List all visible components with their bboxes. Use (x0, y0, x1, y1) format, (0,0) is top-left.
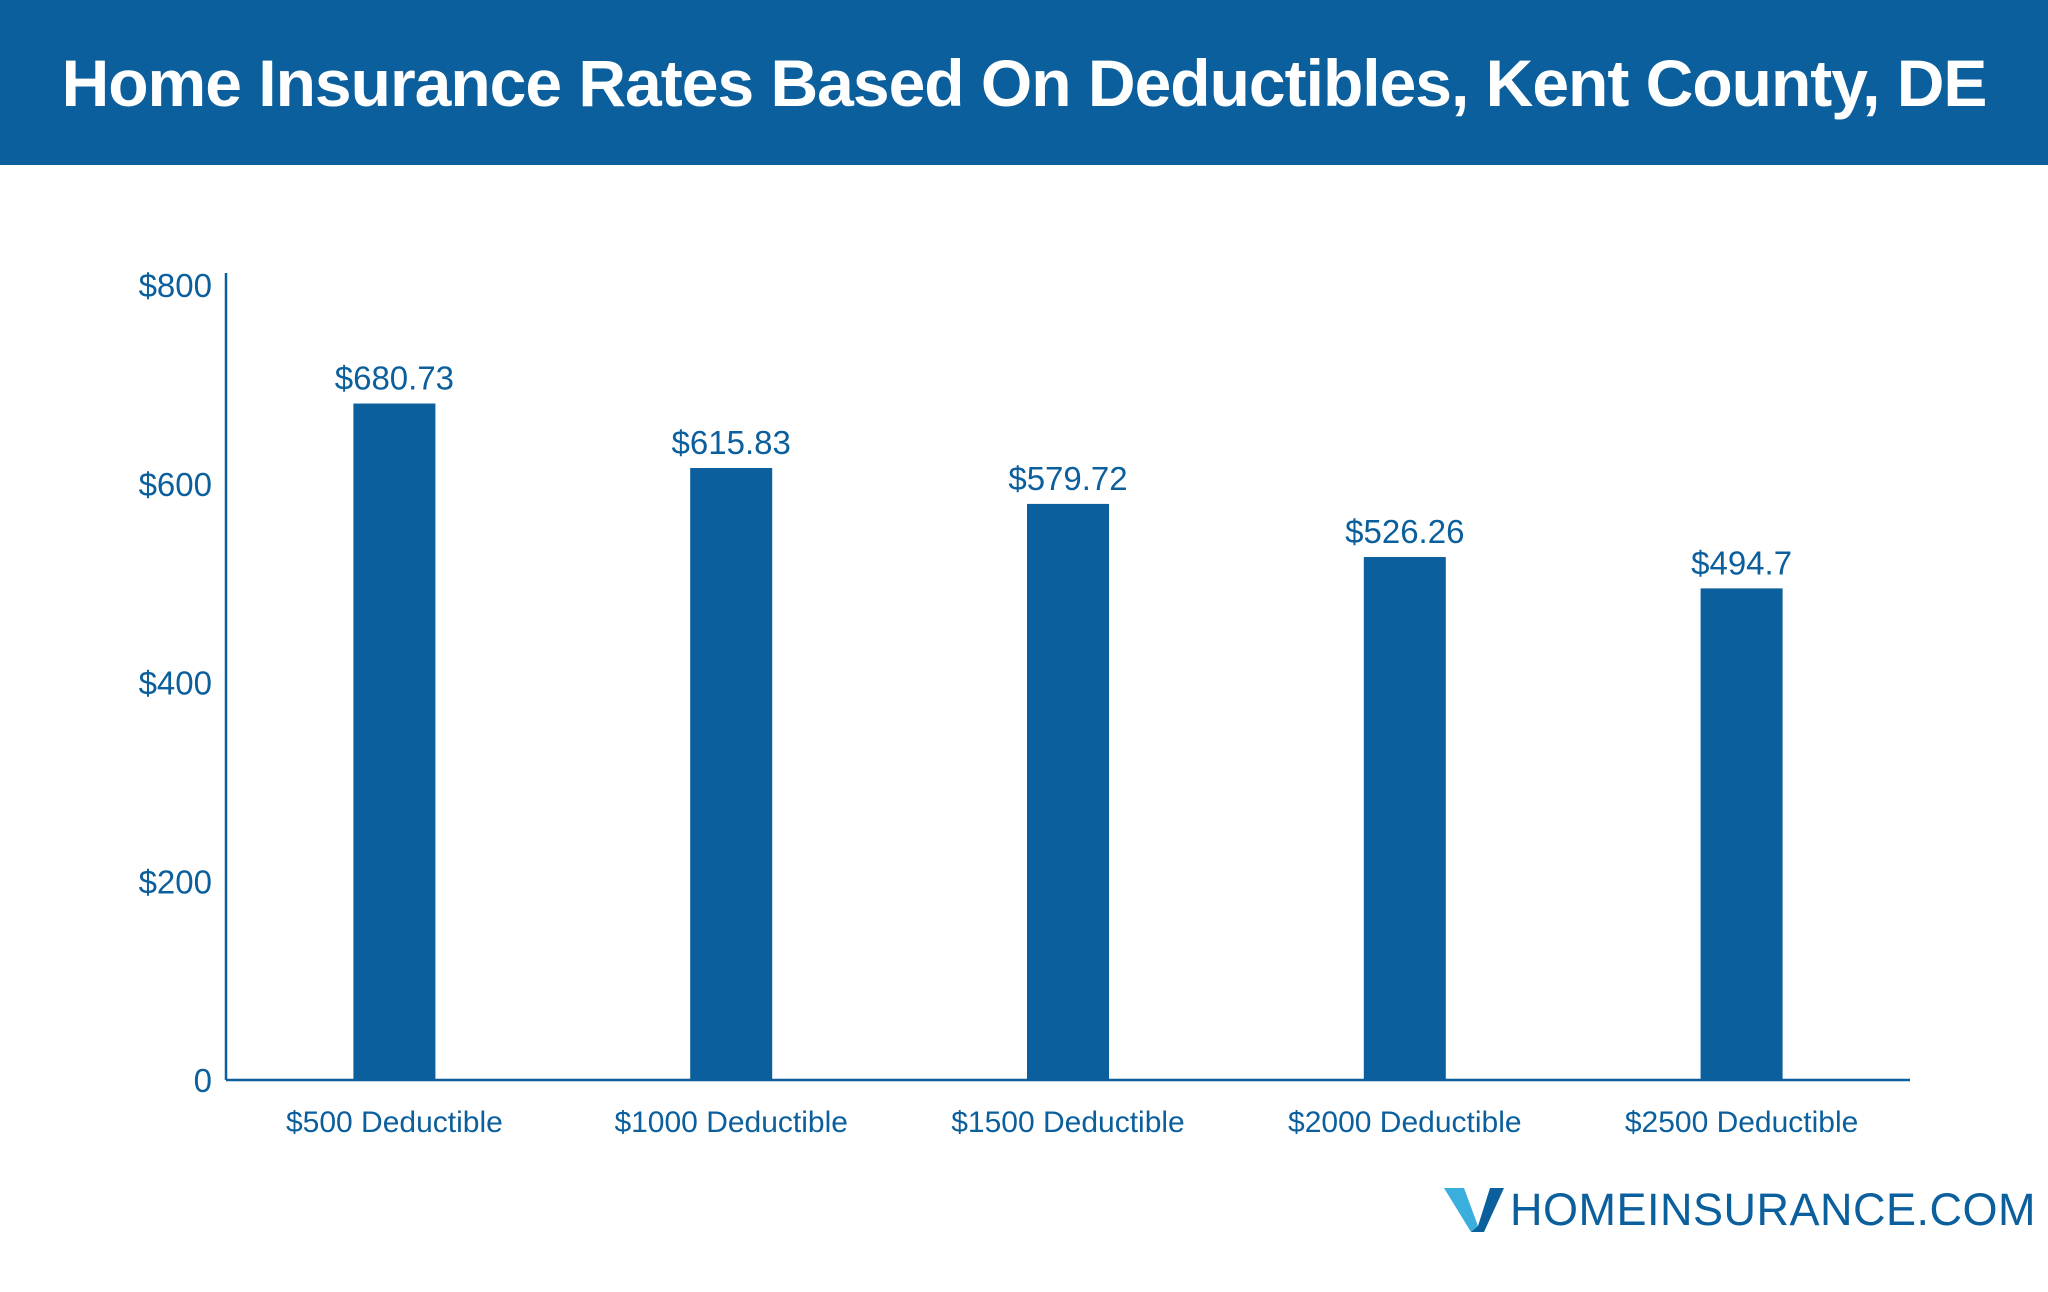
x-tick-label: $1500 Deductible (951, 1106, 1185, 1139)
y-tick-label: $800 (139, 267, 212, 304)
bar (690, 468, 773, 1081)
bar-chart: 0 $200 $400 $600 $800 $680.73 $500 Deductible $… (139, 267, 1910, 1139)
x-tick-label: $1000 Deductible (614, 1106, 848, 1139)
bar (353, 403, 436, 1081)
v-check-logo-icon (1444, 1188, 1504, 1232)
chart-title: Home Insurance Rates Based On Deductible… (61, 45, 1988, 120)
y-tick-label: 0 (194, 1062, 212, 1099)
data-label: $579.72 (1008, 460, 1127, 497)
data-label: $494.7 (1691, 544, 1792, 581)
x-tick-label: $500 Deductible (286, 1106, 503, 1139)
brand-name: HOMEINSURANCE.COM (1510, 1184, 2037, 1235)
chart-header: Home Insurance Rates Based On Deductible… (0, 0, 2048, 165)
x-tick-label: $2000 Deductible (1288, 1106, 1522, 1139)
y-tick-label: $600 (139, 466, 212, 503)
bar (1027, 503, 1109, 1080)
y-tick-label: $400 (139, 665, 212, 702)
bar (1700, 588, 1783, 1080)
x-tick-label: $2500 Deductible (1625, 1106, 1859, 1139)
data-label: $526.26 (1345, 513, 1464, 550)
data-label: $680.73 (335, 360, 454, 397)
data-label: $615.83 (672, 424, 791, 461)
brand-logo: HOMEINSURANCE.COM (1444, 1184, 2036, 1236)
bar (1363, 557, 1446, 1080)
y-tick-label: $200 (139, 863, 212, 900)
